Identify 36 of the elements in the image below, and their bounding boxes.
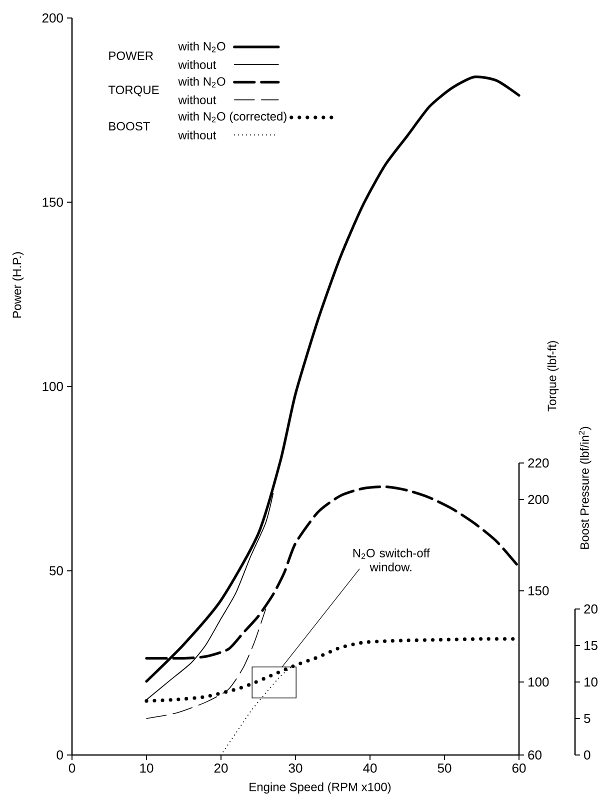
- x-tick-label: 30: [288, 764, 302, 773]
- y-tick-label: 100: [42, 382, 63, 392]
- y-tick-label: 0: [56, 750, 63, 760]
- legend-label: without: [178, 130, 216, 140]
- y3-axis-title: Boost Pressure (lbf/in$^{2}$): [578, 426, 592, 549]
- y3-tick-label: 15: [584, 640, 598, 650]
- y2-tick-label: 100: [528, 677, 549, 687]
- y2-tick-label: 150: [528, 586, 549, 596]
- y2-tick-label: 60: [528, 750, 542, 760]
- legend-label: with N$_{2}$O: [178, 76, 226, 88]
- y-tick-label: 150: [42, 198, 63, 207]
- annotation: POWER: [109, 52, 153, 60]
- x-tick-label: 10: [140, 764, 154, 773]
- y2-axis-title: Torque (lbf-ft): [547, 341, 559, 412]
- legend-label: without: [178, 95, 216, 104]
- y2-tick-label: 220: [528, 458, 549, 468]
- legend-label: with N$_{2}$O: [178, 42, 226, 52]
- legend-label: with N$_{2}$O (corrected): [178, 112, 286, 123]
- annotation: TORQUE: [108, 86, 159, 96]
- y3-tick-label: 5: [584, 714, 590, 724]
- y3-tick-label: 10: [584, 677, 598, 687]
- y3-tick-label: 0: [584, 750, 590, 760]
- y-tick-label: 50: [50, 566, 63, 576]
- annotation: N$_{2}$O switch-off window.: [353, 548, 430, 572]
- y2-tick-label: 200: [528, 494, 549, 504]
- x-tick-label: 20: [214, 764, 228, 773]
- annotation: BOOST: [109, 122, 150, 130]
- x-tick-label: 50: [438, 764, 452, 773]
- legend-label: without: [178, 60, 216, 69]
- x-tick-label: 60: [512, 764, 526, 773]
- x-tick-label: 0: [68, 764, 76, 773]
- y-axis-title: Power (H.P.): [12, 252, 24, 318]
- x-tick-label: 40: [363, 764, 377, 773]
- y-tick-label: 200: [42, 13, 63, 23]
- x-axis-title: Engine Speed (RPM x100): [250, 782, 391, 794]
- y3-tick-label: 20: [584, 604, 598, 614]
